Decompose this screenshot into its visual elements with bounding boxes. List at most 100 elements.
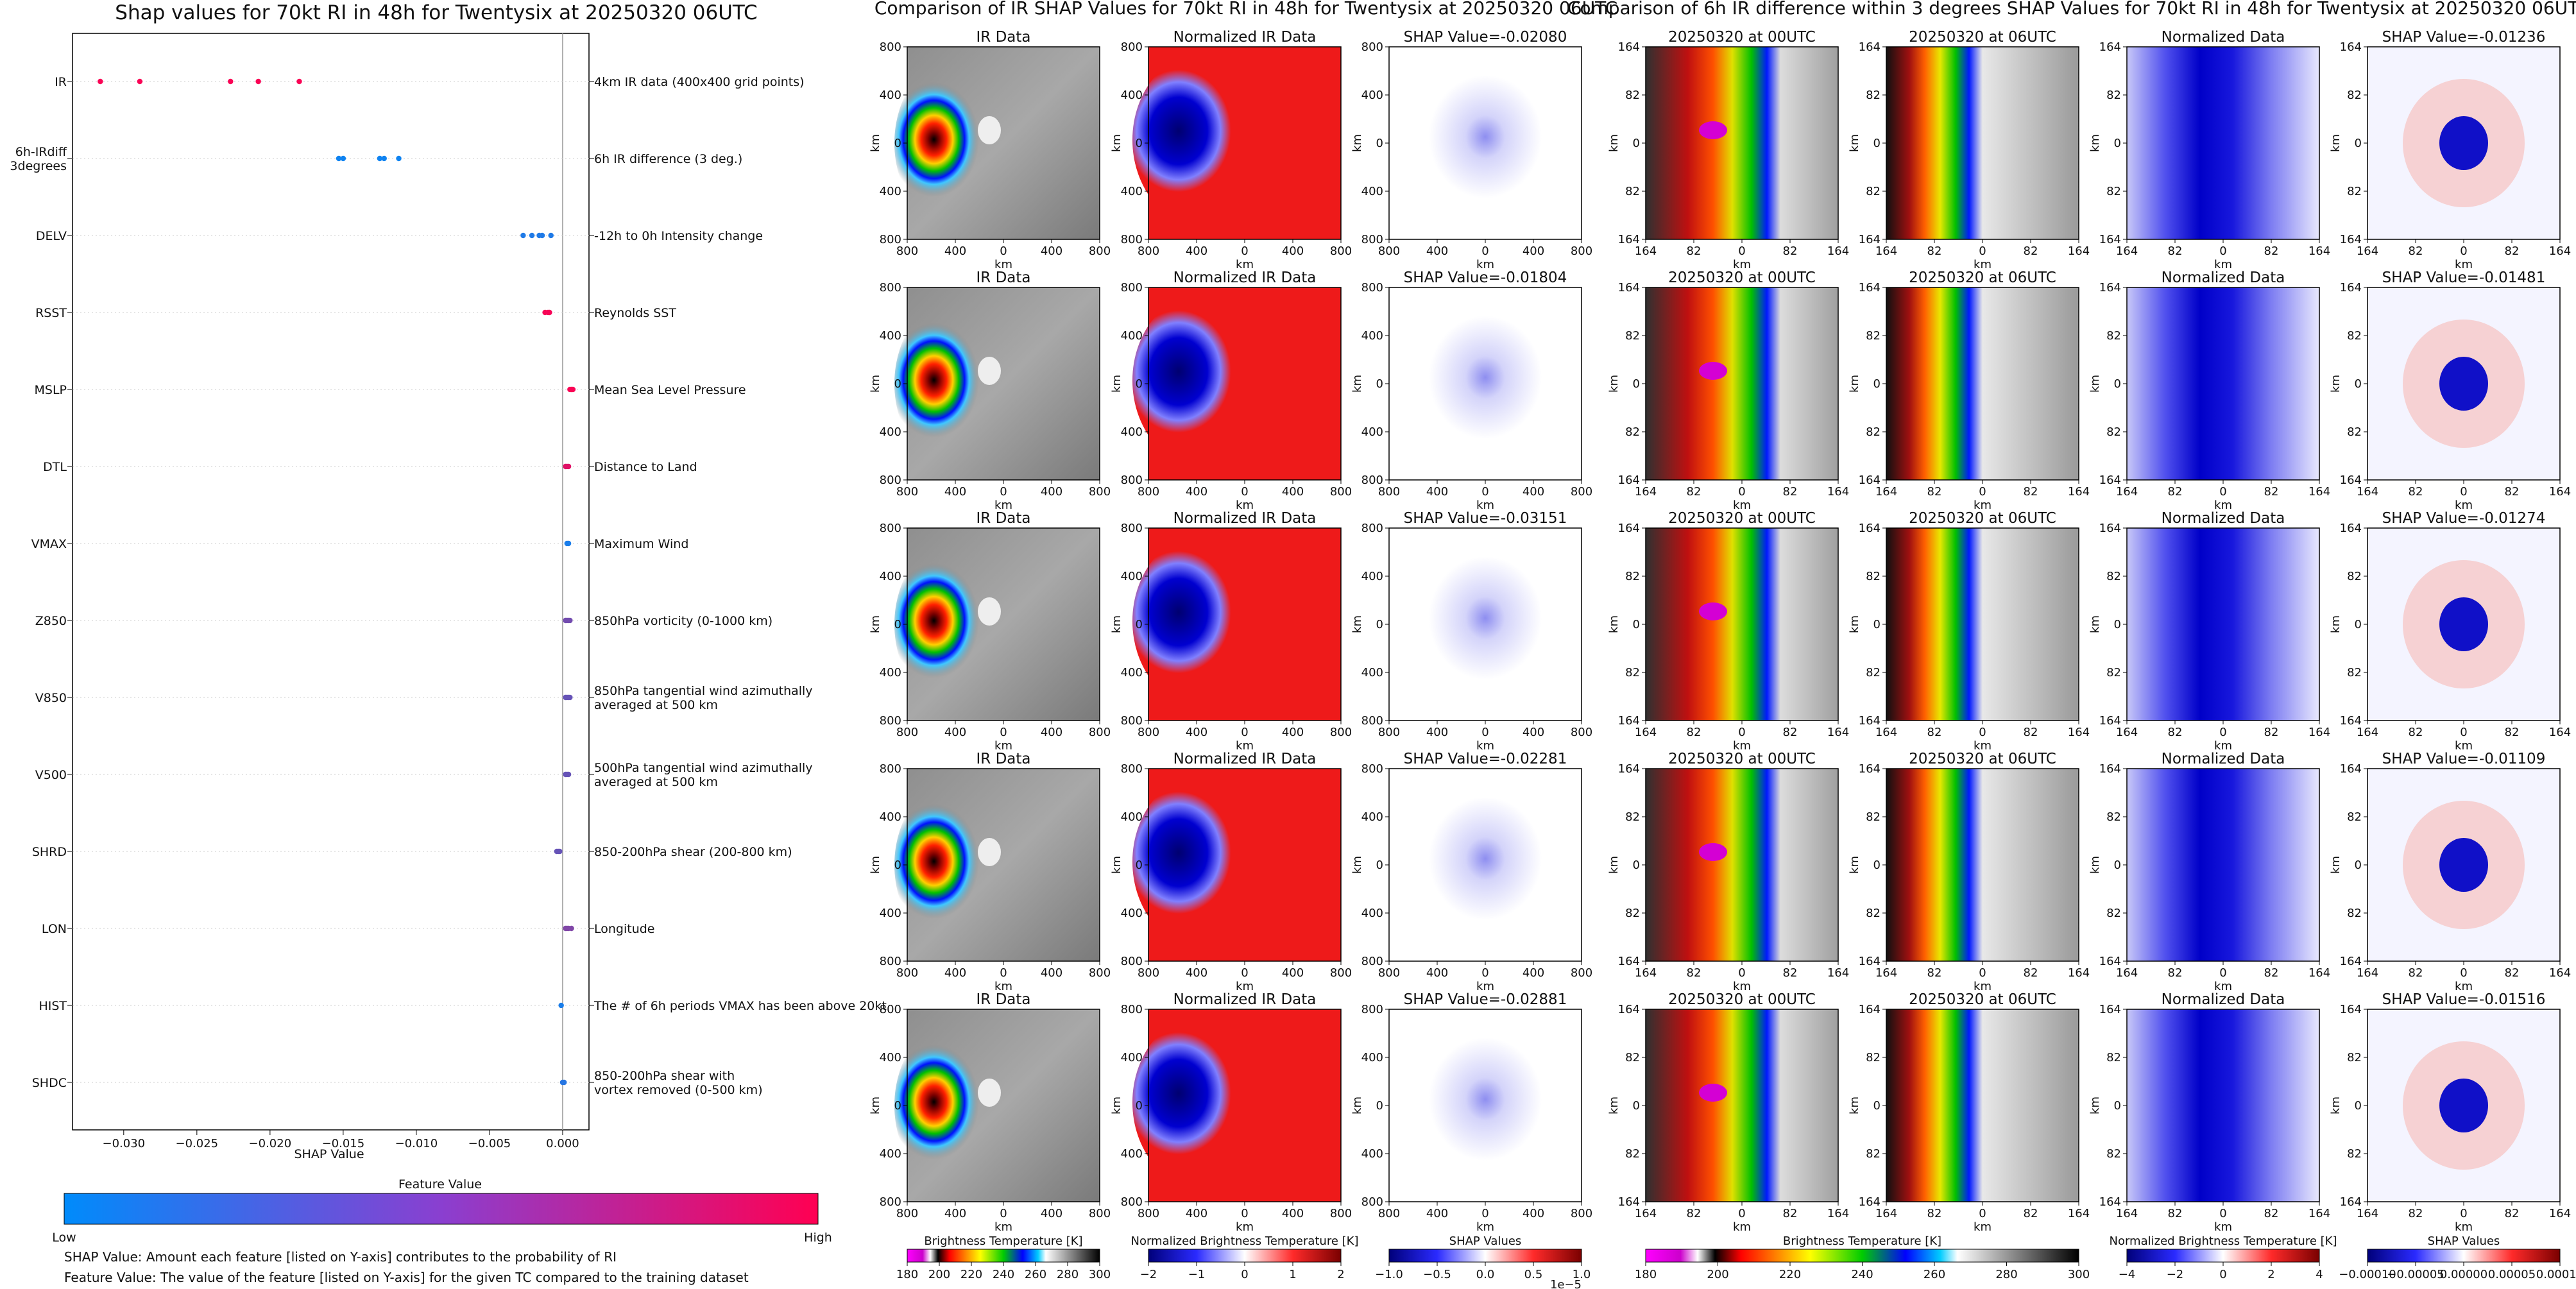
colorbar-tick-label: 240 xyxy=(993,1268,1014,1281)
shap-axes-frame xyxy=(72,33,590,1131)
tick-label: 400 xyxy=(1121,810,1143,824)
tick-label: 82 xyxy=(2409,485,2423,499)
panel-title: IR Data xyxy=(977,269,1031,286)
panel-title: 20250320 at 00UTC xyxy=(1668,29,1816,46)
colorbar-tick-label: −1.0 xyxy=(1375,1268,1403,1281)
panel-title: Normalized Data xyxy=(2162,751,2285,767)
axis-label: km xyxy=(2455,258,2473,271)
tick-label: 0 xyxy=(1738,966,1745,980)
ir-shap-panel: SHAP Value=-0.02881800800400400004004008… xyxy=(1351,991,1592,1234)
tick-label: 400 xyxy=(880,1147,901,1161)
cold-core xyxy=(1699,362,1727,380)
tick-label: 82 xyxy=(2106,425,2121,439)
shap-point xyxy=(529,232,535,239)
tick-label: 0 xyxy=(2114,1099,2121,1113)
tick-label: 0 xyxy=(894,137,901,150)
feature-label: RSST xyxy=(35,306,67,320)
shap-point xyxy=(568,925,574,932)
feature-description: Longitude xyxy=(594,922,655,936)
tick-label: 164 xyxy=(2340,40,2362,54)
tick-label: 400 xyxy=(1523,726,1544,739)
feature-description: Reynolds SST xyxy=(594,306,676,320)
axis-label: km xyxy=(2329,1097,2342,1114)
eye xyxy=(978,838,1001,866)
shap-point xyxy=(137,78,143,85)
tick-label: 164 xyxy=(1875,485,1897,499)
panel-frame xyxy=(907,1009,1100,1202)
tick-label: 0 xyxy=(1979,1207,1986,1220)
panel-frame xyxy=(2126,768,2320,962)
normalized-diff xyxy=(2127,47,2319,239)
tick-label: 800 xyxy=(1571,726,1592,739)
tick-label: 164 xyxy=(2308,485,2330,499)
panel-title: SHAP Value=-0.02080 xyxy=(1404,29,1567,46)
x-tick-label: −0.020 xyxy=(249,1137,292,1150)
axis-label: km xyxy=(1110,1097,1123,1114)
tick-label: 82 xyxy=(2347,1147,2362,1161)
tick-label: 82 xyxy=(2264,485,2279,499)
tick-label: 82 xyxy=(2505,244,2520,258)
panel-frame xyxy=(2367,287,2561,481)
x-tick-label: −0.015 xyxy=(322,1137,365,1150)
panel-title: SHAP Value=-0.01236 xyxy=(2382,29,2546,46)
tick-label: 0 xyxy=(2355,377,2362,391)
tick-label: 82 xyxy=(2347,329,2362,343)
tick-label: 0 xyxy=(1241,726,1248,739)
panel-title: 20250320 at 00UTC xyxy=(1668,269,1816,286)
axis-label: km xyxy=(1351,1097,1364,1114)
ir-storm xyxy=(894,294,1036,474)
tick-label: 400 xyxy=(1361,1051,1383,1064)
tick-label: 82 xyxy=(1687,244,1702,258)
tick-label: 164 xyxy=(2116,244,2138,258)
ir-00utc-panel: 20250320 at 00UTC1641648282008282164164k… xyxy=(1607,991,1849,1234)
feature-description: 6h IR difference (3 deg.) xyxy=(594,152,742,166)
shap-point xyxy=(557,848,563,855)
tick-label: 82 xyxy=(1927,1207,1942,1220)
tick-label: 82 xyxy=(2409,1207,2423,1220)
tick-label: 0 xyxy=(1136,618,1143,631)
tick-label: 0 xyxy=(2355,137,2362,150)
axis-label: km xyxy=(1974,1220,1992,1234)
tick-label: 82 xyxy=(1783,726,1798,739)
axis-label: km xyxy=(1974,980,1992,993)
tick-label: 164 xyxy=(2116,966,2138,980)
shap-xlabel: SHAP Value xyxy=(294,1147,364,1161)
tick-label: 0 xyxy=(2219,966,2226,980)
tick-label: 0 xyxy=(2355,618,2362,631)
axis-label: km xyxy=(1351,615,1364,633)
axis-label: km xyxy=(994,499,1012,512)
tick-label: 164 xyxy=(1859,1003,1881,1016)
shap-point xyxy=(565,771,572,778)
shap-field xyxy=(1415,63,1556,217)
tick-label: 164 xyxy=(2549,485,2571,499)
panel-frame xyxy=(1886,527,2079,721)
tick-label: 82 xyxy=(1927,726,1942,739)
tick-label: 164 xyxy=(2340,281,2362,295)
axis-label: km xyxy=(2088,856,2102,874)
shap-point xyxy=(567,617,573,624)
colorbar-label: SHAP Values xyxy=(2428,1234,2500,1248)
shap-point xyxy=(228,78,234,85)
shap-title: Shap values for 70kt RI in 48h for Twent… xyxy=(115,1,757,24)
panel-title: SHAP Value=-0.01274 xyxy=(2382,510,2546,527)
group2-title: Comparison of 6h IR difference within 3 … xyxy=(1567,0,2576,19)
axis-label: km xyxy=(2455,980,2473,993)
ir-00utc-panel: 20250320 at 00UTC1641648282008282164164k… xyxy=(1607,751,1849,993)
panel-frame xyxy=(1388,1009,1582,1202)
tick-label: 0 xyxy=(1481,726,1488,739)
colorbar-tick-label: 180 xyxy=(896,1268,918,1281)
shap-negative xyxy=(2439,1079,2488,1132)
tick-label: 164 xyxy=(1859,1195,1881,1209)
tick-label: 0 xyxy=(1873,377,1881,391)
axis-label: km xyxy=(994,1220,1012,1234)
tick-label: 82 xyxy=(1625,810,1640,824)
axis-label: km xyxy=(1733,258,1751,271)
tick-label: 400 xyxy=(944,726,966,739)
tick-label: 0 xyxy=(1241,1207,1248,1220)
tick-label: 800 xyxy=(1121,955,1143,968)
colorbar-tick-label: 220 xyxy=(960,1268,982,1281)
tick-label: 400 xyxy=(880,907,901,920)
x-tick-label: −0.005 xyxy=(468,1137,511,1150)
colorbar-tick-label: 200 xyxy=(1707,1268,1728,1281)
